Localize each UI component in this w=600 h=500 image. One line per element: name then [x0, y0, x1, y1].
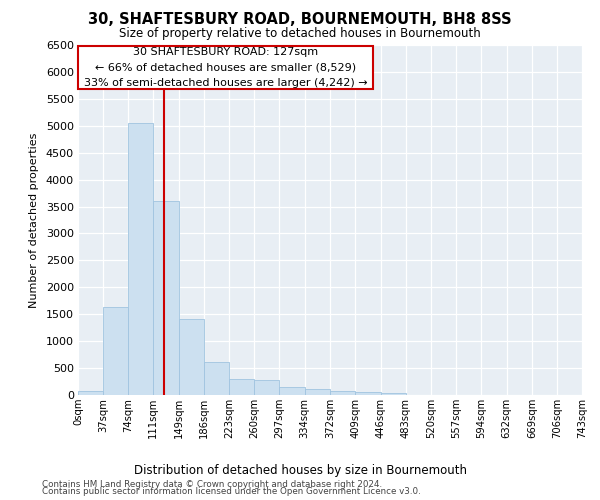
Text: Contains public sector information licensed under the Open Government Licence v3: Contains public sector information licen…: [42, 488, 421, 496]
Bar: [331, 390, 355, 395]
Bar: [380, 394, 406, 395]
Text: Size of property relative to detached houses in Bournemouth: Size of property relative to detached ho…: [119, 28, 481, 40]
Y-axis label: Number of detached properties: Number of detached properties: [29, 132, 39, 308]
Text: Contains HM Land Registry data © Crown copyright and database right 2024.: Contains HM Land Registry data © Crown c…: [42, 480, 382, 489]
Bar: [280, 387, 305, 395]
Text: 30, SHAFTESBURY ROAD, BOURNEMOUTH, BH8 8SS: 30, SHAFTESBURY ROAD, BOURNEMOUTH, BH8 8…: [88, 12, 512, 28]
Text: 30 SHAFTESBURY ROAD: 127sqm
← 66% of detached houses are smaller (8,529)
33% of : 30 SHAFTESBURY ROAD: 127sqm ← 66% of det…: [84, 46, 367, 88]
Bar: [355, 392, 380, 395]
Bar: [103, 306, 128, 395]
Bar: [204, 362, 229, 395]
Bar: [78, 391, 103, 395]
FancyBboxPatch shape: [78, 46, 373, 89]
Bar: [153, 201, 179, 395]
Bar: [179, 318, 204, 395]
Bar: [305, 389, 331, 395]
Bar: [254, 380, 280, 395]
Bar: [229, 379, 254, 395]
Bar: [128, 122, 153, 395]
Text: Distribution of detached houses by size in Bournemouth: Distribution of detached houses by size …: [133, 464, 467, 477]
